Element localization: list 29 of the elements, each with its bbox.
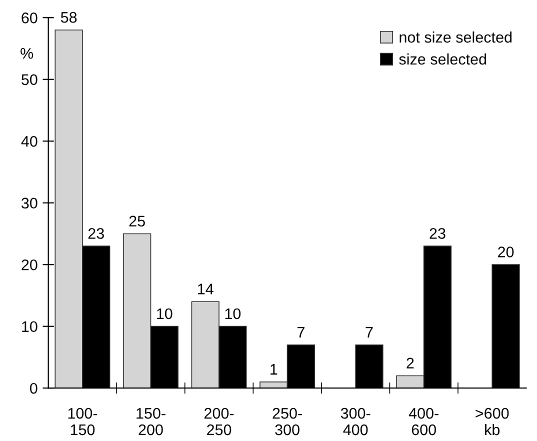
x-tick-label: 400- 600 [408,408,438,436]
data-label: 20 [498,246,514,258]
x-tick-label: 200- 250 [204,408,234,436]
y-tick-label: 20 [22,259,38,270]
data-label: 7 [366,327,373,338]
data-label: 1 [270,364,278,375]
y-tick-label: 30 [22,198,38,209]
data-label: 25 [129,216,145,227]
legend-label: size selected [399,53,486,65]
y-tick-label: 10 [22,321,38,332]
y-tick-label: 40 [21,136,38,147]
data-label: 58 [60,12,77,23]
data-label: 7 [297,327,304,338]
data-label: 2 [406,358,414,368]
legend-label: not size selected [400,31,512,43]
data-label: 10 [225,308,241,320]
x-tick-label: 100- 150 [68,408,98,436]
data-label: 10 [157,308,172,320]
y-tick-label: 0 [30,382,38,394]
y-axis-title: % [20,48,34,59]
y-tick-label: 60 [22,12,38,24]
data-label: 23 [88,228,104,239]
x-tick-label: >600 kb [476,408,509,436]
data-label: 14 [198,284,214,294]
data-label: 23 [430,228,446,239]
y-tick-label: 50 [22,74,38,86]
x-tick-label: 300- 400 [340,408,370,436]
x-tick-label: 250- 300 [272,408,302,436]
x-tick-label: 150- 200 [136,408,166,436]
